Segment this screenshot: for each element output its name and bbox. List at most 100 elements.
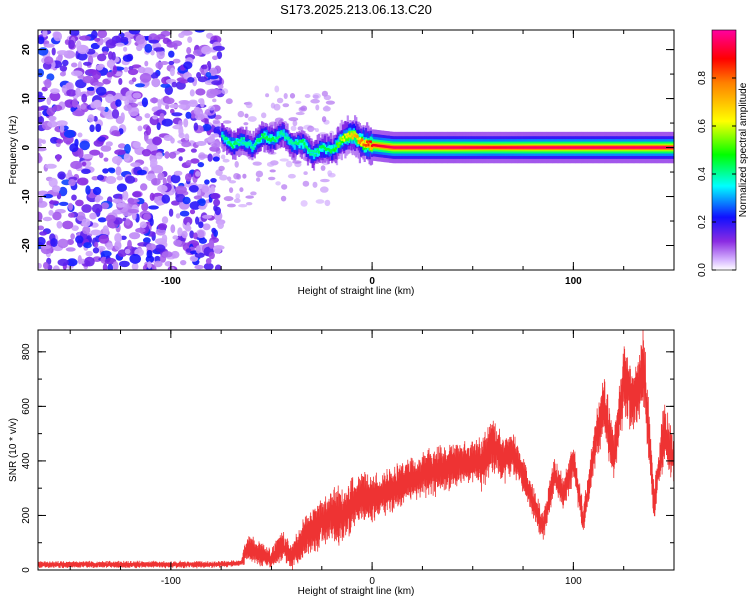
noise-blob	[68, 179, 76, 187]
noise-blob	[92, 247, 100, 254]
ridge-cell	[453, 146, 456, 149]
noise-blob	[217, 221, 225, 229]
noise-blob	[170, 137, 175, 144]
noise-blob	[183, 118, 189, 128]
ridge-cell	[238, 143, 241, 147]
ridge-cell	[340, 138, 343, 142]
noise-blob	[67, 169, 72, 178]
ridge-cell	[305, 143, 308, 157]
noise-blob	[107, 263, 113, 270]
ridge-cell	[286, 137, 289, 145]
noise-blob	[38, 111, 42, 118]
ridge-cell	[660, 146, 663, 149]
noise-blob	[125, 175, 136, 184]
noise-blob	[190, 158, 200, 164]
ridge-cell	[329, 150, 332, 154]
ridge-cell	[325, 148, 328, 151]
noise-blob	[256, 177, 261, 182]
ridge-cell	[343, 138, 346, 142]
ridge-cell	[503, 146, 506, 149]
noise-blob	[186, 222, 191, 231]
ridge-cell	[643, 146, 646, 149]
ridge-cell	[347, 133, 351, 144]
noise-blob	[72, 110, 85, 117]
noise-blob	[159, 113, 165, 119]
ridge-cell	[279, 132, 282, 135]
ridge-cell	[601, 146, 604, 149]
noise-blob	[233, 173, 241, 180]
ridge-cell	[265, 137, 268, 143]
ridge-cell	[321, 145, 324, 152]
noise-blob	[49, 91, 61, 102]
noise-blob	[320, 165, 326, 171]
ridge-cell	[306, 148, 310, 151]
noise-blob	[66, 258, 78, 267]
ridge-cell	[578, 146, 581, 149]
noise-blob	[198, 204, 207, 210]
ridge-cell	[606, 146, 609, 149]
ridge-cell	[616, 146, 619, 149]
noise-blob	[105, 214, 116, 223]
noise-blob	[38, 262, 42, 269]
noise-blob	[41, 86, 48, 92]
ridge-cell	[537, 146, 540, 149]
noise-blob	[197, 162, 205, 168]
ridge-cell	[596, 146, 599, 149]
noise-blob	[153, 260, 163, 268]
ridge-cell	[358, 141, 361, 145]
noise-blob	[56, 138, 64, 144]
ridge-cell	[354, 133, 357, 137]
ridge-cell	[445, 146, 448, 149]
ridge-cell	[541, 146, 544, 149]
noise-blob	[42, 216, 53, 222]
noise-blob	[123, 66, 129, 73]
ridge-cell	[477, 146, 480, 149]
noise-blob	[152, 115, 159, 120]
noise-blob	[195, 245, 201, 254]
ridge-cell	[594, 146, 597, 149]
ridge-cell	[637, 146, 640, 149]
ridge-cell	[560, 146, 563, 149]
ridge-cell	[613, 146, 616, 149]
ridge-cell	[223, 137, 226, 141]
noise-blob	[38, 115, 45, 125]
noise-blob	[70, 160, 83, 170]
noise-blob	[46, 107, 56, 116]
noise-blob	[141, 202, 149, 212]
noise-blob	[92, 71, 102, 80]
colorbar-tick-label: 0.2	[697, 215, 708, 229]
ridge-cell	[540, 146, 543, 149]
ridge-cell	[309, 152, 312, 156]
noise-blob	[70, 233, 75, 240]
noise-blob	[38, 236, 46, 246]
ridge-cell	[293, 141, 296, 145]
noise-blob	[75, 199, 84, 207]
noise-blob	[295, 111, 305, 116]
ridge-cell	[351, 132, 354, 139]
noise-blob	[170, 174, 181, 184]
noise-blob	[270, 102, 276, 109]
ridge-cell	[368, 140, 371, 143]
noise-blob	[93, 99, 102, 108]
ridge-cell	[221, 131, 224, 137]
noise-blob	[156, 122, 161, 131]
noise-blob	[102, 168, 109, 174]
noise-blob	[308, 127, 317, 131]
ridge-cell	[401, 146, 404, 149]
noise-blob	[94, 241, 99, 248]
ridge-cell	[455, 146, 458, 149]
noise-blob	[182, 196, 191, 205]
x-tick-label: 100	[565, 276, 582, 287]
y-tick-label: 400	[21, 452, 32, 469]
ridge-cell	[474, 146, 477, 149]
ridge-cell	[395, 146, 398, 149]
noise-blob	[118, 78, 123, 85]
noise-blob	[38, 47, 49, 56]
ridge-cell	[513, 146, 516, 149]
noise-blob	[154, 244, 166, 253]
noise-blob	[79, 140, 90, 151]
noise-blob	[137, 125, 143, 132]
x-tick-label: -100	[161, 576, 181, 587]
colorbar-label: Normalized spectral amplitude	[738, 82, 749, 217]
ridge-cell	[456, 146, 459, 149]
